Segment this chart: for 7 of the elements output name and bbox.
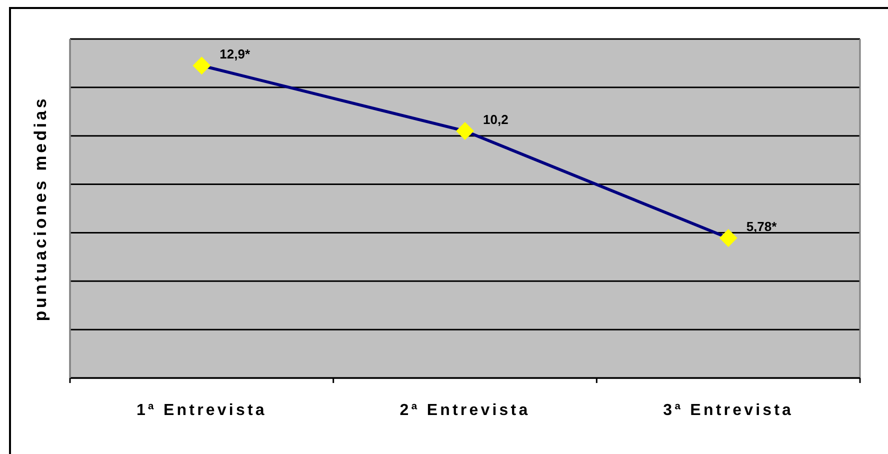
data-label: 12,9*: [220, 46, 251, 62]
data-label: 10,2: [483, 112, 508, 127]
x-tick-label: 2ª Entrevista: [400, 402, 530, 418]
data-label: 5,78*: [746, 218, 778, 234]
y-axis-title: puntuaciones medias: [30, 96, 50, 322]
x-tick-label: 3ª Entrevista: [663, 402, 794, 418]
x-tick-label: 1ª Entrevista: [136, 402, 267, 418]
